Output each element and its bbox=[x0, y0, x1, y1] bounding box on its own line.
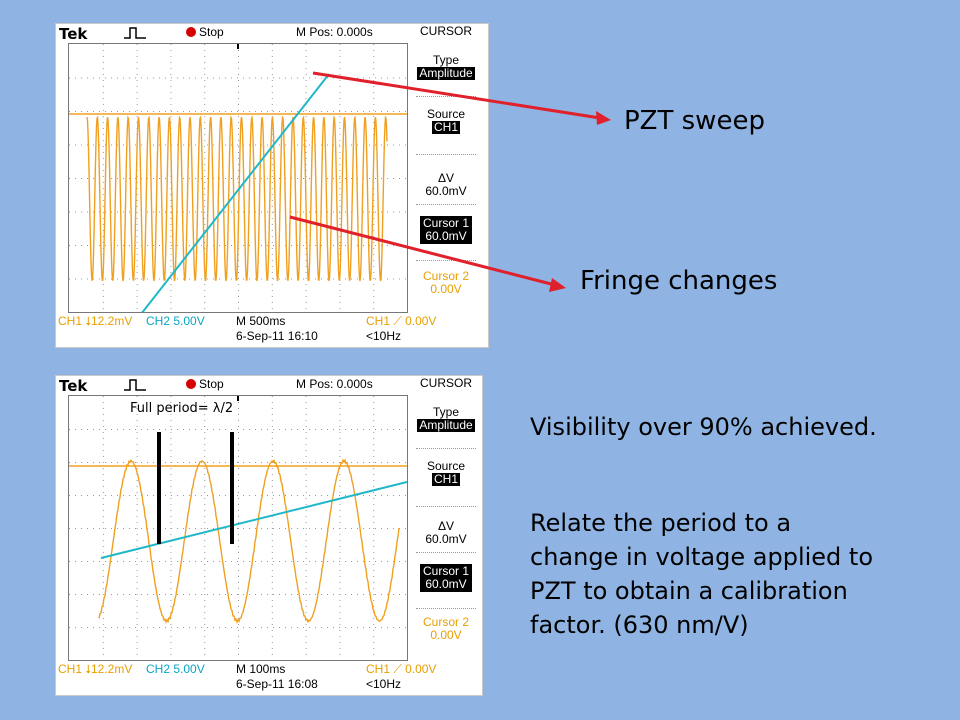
run-state-label: Stop bbox=[199, 377, 224, 391]
menu-divider bbox=[416, 448, 476, 449]
trigger-frequency: <10Hz bbox=[366, 329, 402, 343]
cursor2-value: 0.00V bbox=[430, 628, 462, 642]
date-time: 6-Sep-11 16:10 bbox=[236, 329, 318, 343]
source-option[interactable]: Source CH1 bbox=[416, 460, 476, 486]
scope-screenshot-bottom: Tek Stop M Pos: 0.000s CURSOR Type Amplit… bbox=[55, 375, 483, 696]
menu-divider bbox=[416, 154, 476, 155]
calibration-text: Relate the period to a change in voltage… bbox=[530, 506, 930, 642]
type-option[interactable]: Type Amplitude bbox=[416, 54, 476, 80]
stop-dot-icon bbox=[186, 27, 196, 37]
trigger-level: CH1 ⟋ 0.00V bbox=[366, 662, 437, 676]
cursor1-value: 60.0mV bbox=[425, 577, 467, 591]
brand-logo: Tek bbox=[59, 377, 88, 395]
timebase: M 500ms bbox=[236, 314, 286, 328]
waveform-plot bbox=[69, 396, 408, 661]
waveform-screen bbox=[68, 395, 408, 661]
menu-divider bbox=[416, 260, 476, 261]
calibration-line: Relate the period to a bbox=[530, 509, 792, 537]
run-state: Stop bbox=[186, 377, 224, 391]
ch2-pzt-ramp-trace bbox=[126, 73, 330, 333]
cursor1-value: 60.0mV bbox=[425, 229, 467, 243]
calibration-line: PZT to obtain a calibration bbox=[530, 577, 848, 605]
calibration-line: factor. (630 nm/V) bbox=[530, 611, 749, 639]
pzt-sweep-label: PZT sweep bbox=[624, 106, 765, 136]
period-marker-left bbox=[157, 432, 161, 544]
cursor2-option[interactable]: Cursor 2 0.00V bbox=[416, 270, 476, 296]
menu-divider bbox=[416, 204, 476, 205]
type-label: Type bbox=[432, 405, 459, 419]
waveform-screen bbox=[68, 43, 408, 333]
brand-logo: Tek bbox=[59, 25, 88, 43]
arrow-head-icon bbox=[549, 278, 566, 292]
status-bar: CH1 ⭣12.2mV CH2 5.00V M 100ms CH1 ⟋ 0.00… bbox=[56, 662, 482, 694]
position-readout: M Pos: 0.000s bbox=[296, 25, 373, 39]
trigger-pulse-icon bbox=[124, 378, 146, 395]
ch1-scale: CH1 ⭣12.2mV bbox=[58, 314, 133, 328]
arrow-line-pzt bbox=[312, 71, 601, 120]
type-option[interactable]: Type Amplitude bbox=[416, 406, 476, 432]
position-readout: M Pos: 0.000s bbox=[296, 377, 373, 391]
ch2-scale: CH2 5.00V bbox=[146, 314, 205, 328]
timebase: M 100ms bbox=[236, 662, 286, 676]
cursor2-option[interactable]: Cursor 2 0.00V bbox=[416, 616, 476, 642]
menu-title: CURSOR bbox=[420, 24, 473, 38]
full-period-label: Full period= λ/2 bbox=[130, 401, 234, 416]
menu-divider bbox=[416, 96, 476, 97]
arrow-line-fringe bbox=[289, 215, 556, 287]
cursor1-option[interactable]: Cursor 1 60.0mV bbox=[416, 216, 476, 244]
delta-v-readout: ΔV 60.0mV bbox=[425, 519, 467, 546]
trigger-frequency: <10Hz bbox=[366, 677, 402, 691]
ch2-pzt-ramp-trace bbox=[100, 481, 408, 559]
cursor2-label: Cursor 2 bbox=[422, 615, 469, 629]
type-value: Amplitude bbox=[417, 66, 475, 80]
arrow-head-icon bbox=[596, 111, 611, 125]
ch1-scale: CH1 ⭣12.2mV bbox=[58, 662, 133, 676]
waveform-plot bbox=[69, 44, 407, 333]
source-value: CH1 bbox=[431, 120, 460, 134]
trigger-level: CH1 ⟋ 0.00V bbox=[366, 314, 437, 328]
status-bar: CH1 ⭣12.2mV CH2 5.00V M 500ms CH1 ⟋ 0.00… bbox=[56, 314, 488, 346]
source-label: Source bbox=[426, 459, 466, 473]
menu-divider bbox=[416, 552, 476, 553]
scope-screenshot-top: Tek Stop M Pos: 0.000s CURSOR Type Amplit… bbox=[55, 23, 489, 348]
cursor1-label: Cursor 1 bbox=[422, 564, 469, 578]
period-marker-right bbox=[230, 432, 234, 544]
type-label: Type bbox=[432, 53, 459, 67]
ch1-fringe-trace bbox=[98, 458, 400, 625]
ch1-fringe-trace bbox=[86, 115, 388, 282]
cursor2-value: 0.00V bbox=[430, 282, 462, 296]
date-time: 6-Sep-11 16:08 bbox=[236, 677, 318, 691]
menu-divider bbox=[416, 506, 476, 507]
type-value: Amplitude bbox=[417, 418, 475, 432]
source-value: CH1 bbox=[431, 472, 460, 486]
scope-top-bar: Tek Stop M Pos: 0.000s bbox=[56, 376, 482, 395]
cursor1-option[interactable]: Cursor 1 60.0mV bbox=[416, 564, 476, 592]
stop-dot-icon bbox=[186, 379, 196, 389]
cursor2-label: Cursor 2 bbox=[422, 269, 469, 283]
trigger-pulse-icon bbox=[124, 26, 146, 43]
calibration-line: change in voltage applied to bbox=[530, 543, 873, 571]
cursor-menu: CURSOR Type Amplitude Source CH1 ΔV 60.0mV… bbox=[414, 24, 482, 334]
cursor1-label: Cursor 1 bbox=[422, 216, 469, 230]
fringe-changes-label: Fringe changes bbox=[580, 266, 778, 296]
source-label: Source bbox=[426, 107, 466, 121]
ch2-scale: CH2 5.00V bbox=[146, 662, 205, 676]
run-state: Stop bbox=[186, 25, 224, 39]
scope-top-bar: Tek Stop M Pos: 0.000s bbox=[56, 24, 488, 43]
menu-divider bbox=[416, 608, 476, 609]
menu-title: CURSOR bbox=[420, 376, 473, 390]
delta-v-readout: ΔV 60.0mV bbox=[425, 171, 467, 198]
run-state-label: Stop bbox=[199, 25, 224, 39]
cursor-menu: CURSOR Type Amplitude Source CH1 ΔV 60.0mV… bbox=[414, 376, 482, 686]
source-option[interactable]: Source CH1 bbox=[416, 108, 476, 134]
visibility-text: Visibility over 90% achieved. bbox=[530, 413, 877, 441]
